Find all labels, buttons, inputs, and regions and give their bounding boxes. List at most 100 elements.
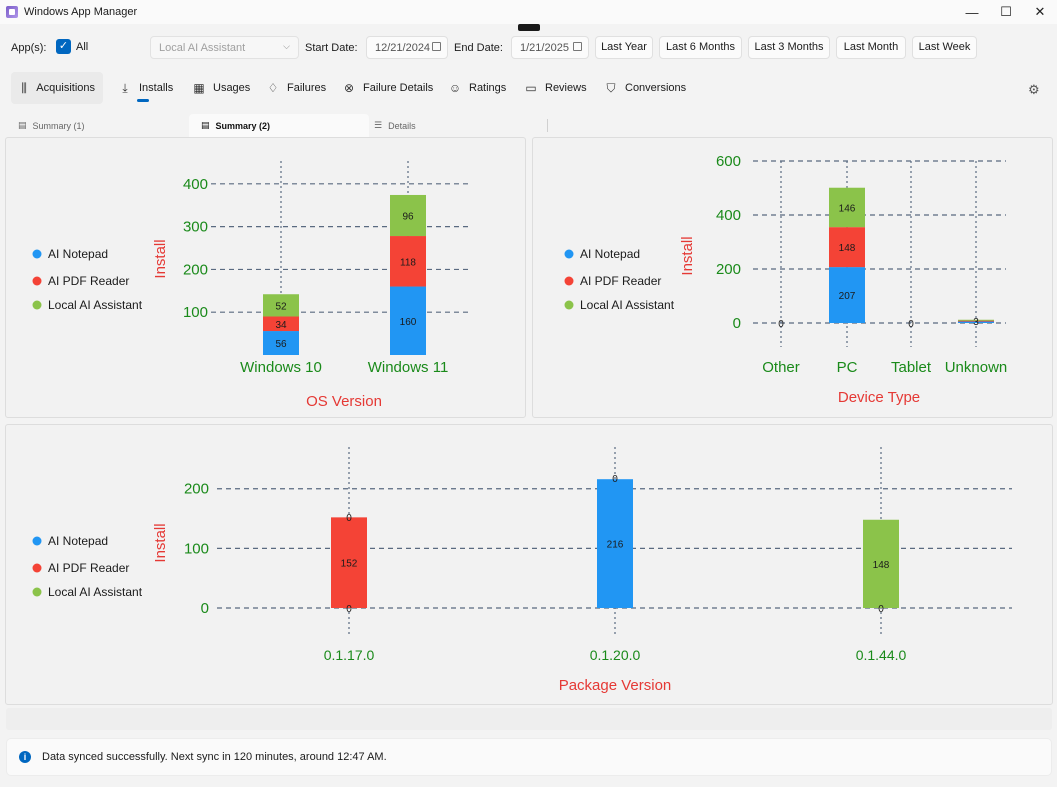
- y-tick-label: 0: [733, 315, 741, 332]
- drag-handle[interactable]: [518, 24, 540, 31]
- x-axis-label: Device Type: [838, 389, 920, 406]
- sub-tabs: ▤ Summary (1) ▤ Summary (2) ☰ Details: [6, 114, 1052, 137]
- subtab-summary-1[interactable]: ▤ Summary (1): [6, 114, 186, 137]
- tab-label: Usages: [213, 82, 251, 94]
- tab-usages[interactable]: ▦ Usages: [184, 72, 258, 104]
- calculator-icon: ▤: [201, 120, 210, 130]
- data-label: 152: [341, 559, 358, 570]
- title-bar: Windows App Manager — ☐ ✕: [0, 0, 1057, 24]
- legend-label: AI PDF Reader: [48, 561, 129, 575]
- y-tick-label: 200: [183, 261, 208, 278]
- maximize-button[interactable]: ☐: [1000, 4, 1012, 19]
- os-version-chart: 100 200 300 400 Windows 10 Windows 11 56 34 52 16…: [32, 161, 471, 410]
- tab-failures[interactable]: ♢ Failures: [258, 72, 334, 104]
- end-date-value: 1/21/2025: [520, 42, 569, 54]
- legend-label: AI PDF Reader: [580, 274, 661, 288]
- status-message: Data synced successfully. Next sync in 1…: [42, 751, 387, 763]
- tab-label: Reviews: [545, 82, 587, 94]
- data-label: 216: [607, 540, 624, 551]
- start-date-picker[interactable]: 12/21/2024: [366, 36, 448, 59]
- last-year-button[interactable]: Last Year: [595, 36, 653, 59]
- x-tick-label: Other: [762, 359, 800, 376]
- tab-reviews[interactable]: ▭ Reviews: [516, 72, 595, 104]
- data-label: 118: [400, 257, 416, 268]
- app-select[interactable]: Local AI Assistant ⌵: [150, 36, 299, 59]
- error-circle-icon: ⊗: [343, 81, 355, 95]
- data-label: 0: [908, 319, 914, 330]
- app-select-value: Local AI Assistant: [159, 42, 246, 54]
- device-type-chart: 0 200 400 600 Other PC Tablet Unknown 0 207 148 146…: [564, 153, 1008, 406]
- legend-label: AI Notepad: [48, 534, 108, 548]
- tab-label: Failure Details: [363, 82, 434, 94]
- x-tick-label: 0.1.20.0: [590, 647, 641, 663]
- y-tick-label: 600: [716, 153, 741, 170]
- legend-label: AI Notepad: [580, 247, 640, 261]
- last-6-months-button[interactable]: Last 6 Months: [659, 36, 742, 59]
- data-label: 0: [346, 604, 352, 615]
- tab-label: Ratings: [469, 82, 507, 94]
- bar-segment: [829, 227, 865, 268]
- gear-icon[interactable]: ⚙: [1028, 82, 1040, 97]
- tab-ratings[interactable]: ☺ Ratings: [440, 72, 514, 104]
- legend-marker: [32, 536, 42, 546]
- bottom-scroll-area: [6, 708, 1052, 730]
- data-label: 52: [275, 301, 287, 312]
- apps-label: App(s):: [11, 42, 47, 54]
- tab-divider: [547, 119, 548, 132]
- minimize-button[interactable]: —: [965, 4, 979, 20]
- x-tick-label: Unknown: [945, 359, 1008, 376]
- tab-label: Acquisitions: [36, 82, 95, 94]
- legend-marker: [564, 300, 574, 310]
- legend-marker: [32, 300, 42, 310]
- x-tick-label: Windows 10: [240, 359, 322, 376]
- calendar-icon: ▦: [193, 81, 205, 95]
- subtab-summary-2[interactable]: ▤ Summary (2): [189, 114, 369, 137]
- app-logo-icon: [6, 6, 18, 18]
- bar-segment: [829, 267, 865, 323]
- chevron-down-icon: ⌵: [283, 41, 290, 51]
- tab-conversions[interactable]: ⛉ Conversions: [596, 72, 694, 104]
- info-icon: i: [19, 751, 31, 763]
- bar-segment: [390, 286, 426, 355]
- list-icon: ☰: [374, 120, 383, 130]
- x-tick-label: 0.1.44.0: [856, 647, 907, 663]
- data-label: 0: [612, 474, 618, 485]
- data-label: 0: [778, 319, 784, 330]
- last-week-button[interactable]: Last Week: [912, 36, 977, 59]
- tab-installs[interactable]: ⤓ Installs: [110, 72, 181, 104]
- x-axis-label: OS Version: [306, 393, 382, 410]
- subtab-details[interactable]: ☰ Details: [362, 114, 542, 137]
- bar-segment: [829, 187, 865, 228]
- close-button[interactable]: ✕: [1034, 4, 1046, 19]
- last-3-months-button[interactable]: Last 3 Months: [748, 36, 830, 59]
- data-label: 56: [275, 339, 287, 350]
- legend-label: Local AI Assistant: [48, 585, 143, 599]
- shopping-bag-icon: ⛉: [606, 80, 616, 95]
- bar-segment: [958, 320, 994, 322]
- subtab-label: Summary (1): [32, 120, 85, 131]
- data-label: 96: [402, 212, 414, 223]
- y-tick-label: 200: [716, 261, 741, 278]
- bar-segment: [390, 194, 426, 237]
- data-label: 207: [839, 291, 856, 302]
- tab-selection-indicator: [137, 99, 149, 102]
- y-tick-label: 200: [184, 481, 209, 498]
- y-tick-label: 0: [201, 600, 209, 617]
- legend-marker: [564, 249, 574, 259]
- tab-failure-details[interactable]: ⊗ Failure Details: [334, 72, 441, 104]
- all-checkbox[interactable]: ✓: [56, 39, 71, 54]
- y-tick-label: 300: [183, 219, 208, 236]
- legend-label: Local AI Assistant: [580, 298, 675, 312]
- legend-marker: [32, 587, 42, 597]
- bug-icon: ♢: [267, 81, 279, 95]
- x-axis-label: Package Version: [559, 677, 672, 694]
- data-label: 148: [839, 243, 856, 254]
- tab-acquisitions[interactable]: ⫼ Acquisitions: [11, 72, 103, 104]
- download-icon: ⤓: [122, 80, 128, 95]
- data-label: 0: [878, 604, 884, 615]
- legend-marker: [32, 276, 42, 286]
- end-date-picker[interactable]: 1/21/2025: [511, 36, 589, 59]
- last-month-button[interactable]: Last Month: [836, 36, 906, 59]
- start-date-label: Start Date:: [305, 42, 358, 54]
- y-axis-label: Install: [152, 523, 169, 562]
